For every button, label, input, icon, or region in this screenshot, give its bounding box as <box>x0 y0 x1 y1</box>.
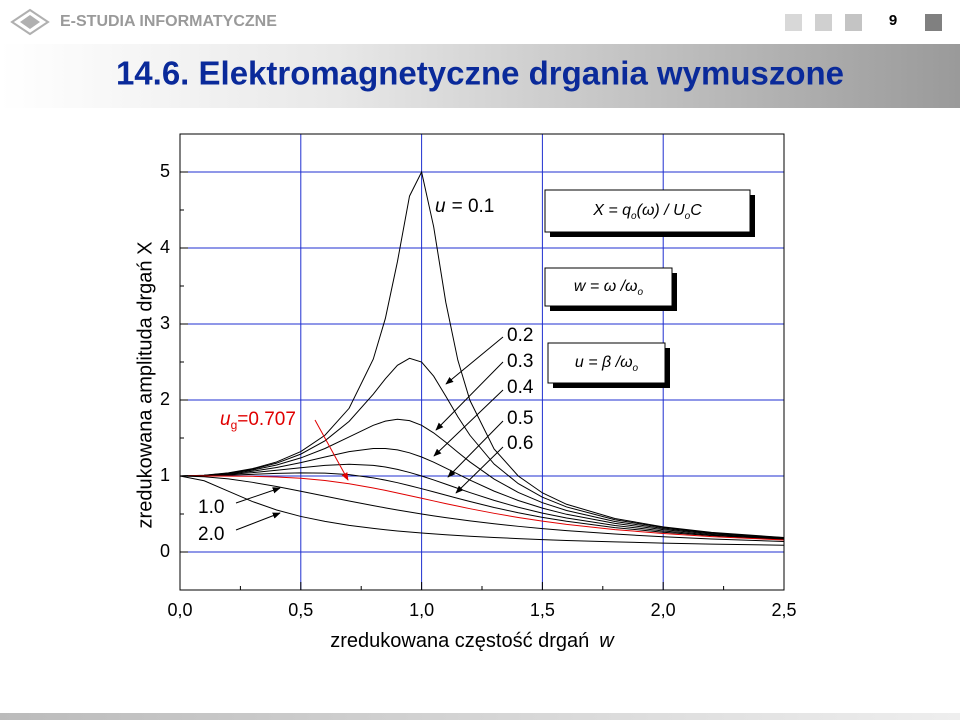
x-tick-label: 0,5 <box>288 600 313 620</box>
curve-label-subscript: g <box>231 418 238 432</box>
curve <box>179 170 785 539</box>
arrow <box>435 361 504 431</box>
curve-label-symbol: u <box>435 196 446 217</box>
formula-part: u = β /ω <box>575 354 633 371</box>
formula-part: (ω) / U <box>637 202 685 219</box>
curve-label-text: 0.5 <box>507 408 533 429</box>
formula-subscript: o <box>633 363 639 374</box>
nav-square <box>845 14 862 31</box>
curve <box>179 472 785 540</box>
nav-square <box>815 14 832 31</box>
x-tick-label: 2,5 <box>771 600 796 620</box>
curve <box>179 418 785 539</box>
curve-label-symbol: u <box>220 409 231 430</box>
curve-label-text: 0.2 <box>507 325 533 346</box>
curve <box>179 357 785 539</box>
slide-title: 14.6. Elektromagnetyczne drgania wymuszo… <box>116 55 844 92</box>
y-tick-label: 5 <box>160 161 170 181</box>
curve-label-text: = 0.1 <box>452 196 495 217</box>
logo-text: E-STUDIA INFORMATYCZNE <box>60 13 277 30</box>
y-axis-label: zredukowana amplituda drgań X <box>134 242 156 529</box>
arrow <box>445 336 504 385</box>
curve <box>179 463 785 540</box>
curve-label-text: 0.4 <box>507 377 534 398</box>
curve-label: 2.0 <box>198 524 224 545</box>
y-tick-label: 2 <box>160 389 170 409</box>
page-number: 9 <box>889 12 897 29</box>
y-tick-label: 4 <box>160 237 170 257</box>
formula-subscript: o <box>638 287 644 298</box>
curve-label-text: =0.707 <box>237 409 296 430</box>
curve-label: u = 0.1 <box>435 196 494 217</box>
curve <box>180 475 785 541</box>
curve-label: ug=0.707 <box>220 409 296 432</box>
curve <box>179 475 785 543</box>
y-tick-label: 1 <box>160 465 170 485</box>
nav-square <box>785 14 802 31</box>
formula-box <box>544 267 673 307</box>
arrow <box>455 446 504 494</box>
curve-label-text: 0.6 <box>507 433 533 454</box>
formula: u = β /ωo <box>575 354 639 373</box>
y-tick-label: 3 <box>160 313 170 333</box>
curve-label-text: 2.0 <box>198 524 224 545</box>
y-tick-label: 0 <box>160 541 170 561</box>
formula: X = qo(ω) / UoC <box>592 202 702 221</box>
x-tick-label: 1,5 <box>530 600 555 620</box>
formula: w = ω /ωo <box>574 278 644 297</box>
arrow <box>235 487 281 504</box>
footer-bar <box>0 713 960 720</box>
curve <box>179 447 785 539</box>
curves <box>179 170 785 546</box>
curve-label: 1.0 <box>198 497 224 518</box>
arrow <box>314 419 349 481</box>
curve-label-text: 1.0 <box>198 497 224 518</box>
x-axis-label: zredukowana częstość drgań w <box>330 630 615 652</box>
curve-label: 0.3 <box>507 351 533 372</box>
arrow <box>447 420 504 478</box>
x-tick-label: 2,0 <box>651 600 676 620</box>
axes: 0,0 0,5 1,0 1,5 2,0 2,5 0 1 2 3 4 5 <box>160 133 797 620</box>
nav-square <box>925 14 942 31</box>
arrow <box>433 389 504 457</box>
formula-part: w = ω /ω <box>574 278 638 295</box>
x-axis-label-text: zredukowana częstość drgań <box>330 630 589 652</box>
x-tick-label: 1,0 <box>409 600 434 620</box>
curve <box>179 475 785 546</box>
curve-label-text: 0.3 <box>507 351 533 372</box>
curve-label: 0.6 <box>507 433 533 454</box>
title-bar <box>0 44 960 108</box>
x-tick-label: 0,0 <box>167 600 192 620</box>
arrow <box>235 512 281 531</box>
formula-part: C <box>690 202 702 219</box>
formula-part: X = q <box>592 202 631 219</box>
formula-box <box>544 189 751 233</box>
formula-subscript: o <box>631 211 637 222</box>
curve-label: 0.5 <box>507 408 533 429</box>
curve-label: 0.2 <box>507 325 533 346</box>
formula-box <box>547 342 666 384</box>
arrows <box>235 336 504 531</box>
formula-subscript: o <box>685 211 691 222</box>
curve-label: 0.4 <box>507 377 534 398</box>
logo-icon <box>10 8 50 36</box>
x-axis-symbol: w <box>599 630 615 652</box>
